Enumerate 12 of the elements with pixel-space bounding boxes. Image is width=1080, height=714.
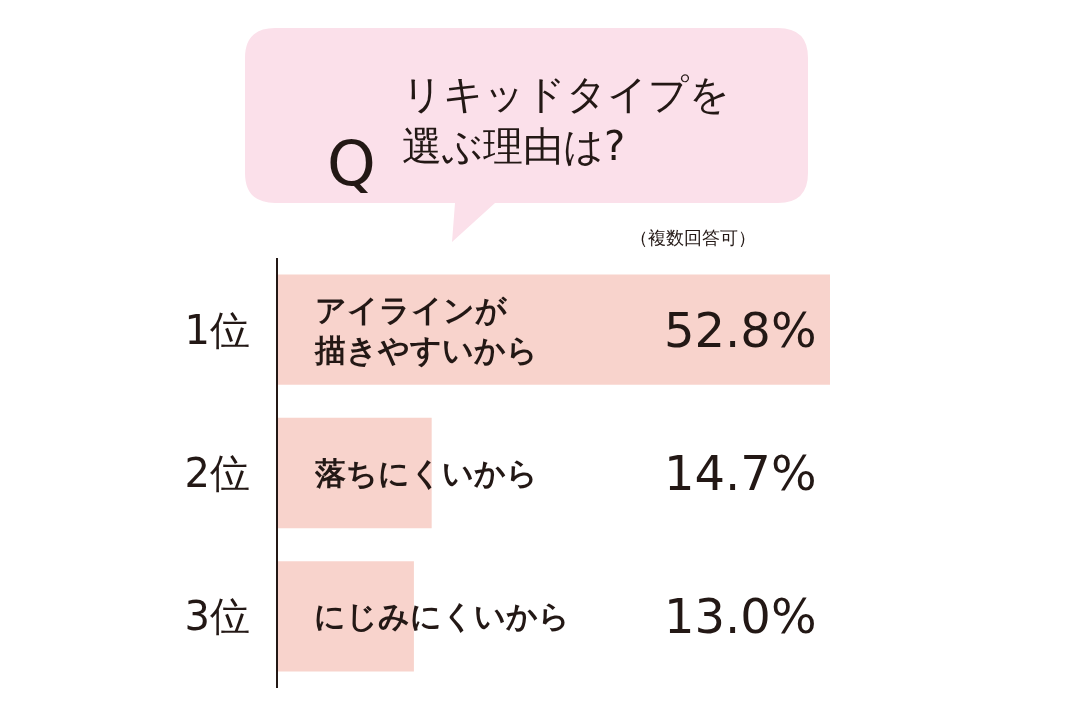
data-label: 52.8%: [664, 302, 817, 358]
annotation: アイラインが描きやすいから: [314, 292, 538, 369]
annotation: 落ちにくいから: [314, 455, 538, 491]
text: Q: [327, 127, 376, 200]
data-label: 14.7%: [664, 445, 817, 501]
chart-title: リキッドタイプを選ぶ理由は?: [402, 71, 730, 169]
y-tick-label: 3位: [184, 593, 250, 640]
annotation: にじみにくいから: [314, 598, 570, 634]
chart-subtitle: （複数回答可）: [630, 227, 756, 248]
y-tick-label: 2位: [184, 450, 250, 496]
data-label: 13.0%: [664, 588, 817, 644]
y-tick-label: 1位: [184, 306, 250, 353]
